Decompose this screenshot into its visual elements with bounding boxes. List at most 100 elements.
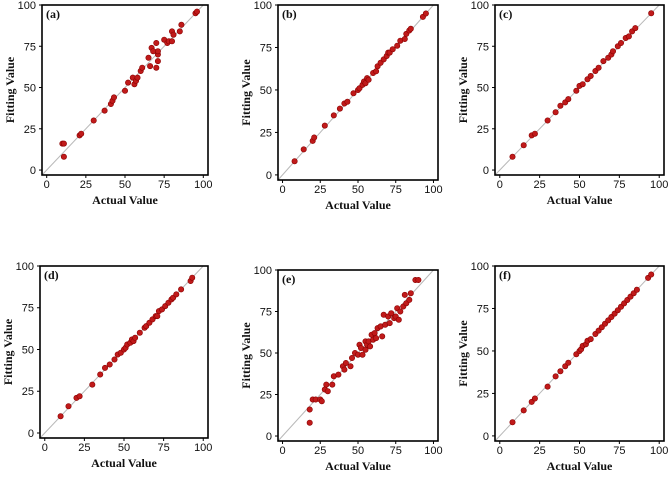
x-tick-label: 0 [497,179,503,191]
panel-label: (e) [282,272,295,286]
data-point [97,371,104,378]
data-point [60,153,67,160]
y-tick-label: 50 [260,85,272,97]
x-tick-label: 25 [314,184,326,196]
data-point [573,87,580,94]
x-tick-label: 100 [650,445,668,457]
x-tick-label: 0 [279,184,285,196]
data-point [329,381,336,388]
y-tick-label: 75 [260,42,272,54]
data-point [57,413,64,420]
y-tick-label: 0 [266,170,272,182]
x-tick-label: 100 [194,442,212,454]
y-tick-label: 50 [24,83,36,95]
y-tick-label: 25 [260,127,272,139]
data-point [189,274,196,281]
panel-label: (b) [282,7,297,21]
y-tick-label: 25 [22,386,34,398]
data-point [648,10,655,17]
x-tick-label: 50 [352,445,364,457]
panel-a: 0 25 50 75 100 0 25 50 75 100 Actual Value Fitting … [3,0,212,207]
data-point [111,94,118,101]
x-tick-label: 0 [497,445,503,457]
data-point [362,346,369,353]
x-tick-label: 25 [80,179,92,191]
data-point [330,112,337,119]
y-tick-label: 100 [254,0,272,12]
data-point [335,371,342,378]
data-point [531,395,538,402]
data-point [65,403,72,410]
x-tick-label: 100 [424,445,442,457]
data-point [617,39,624,46]
panel-f: 0 25 50 75 100 0 25 50 75 100 Actual Value Fitting … [456,261,668,473]
data-point [531,130,538,137]
data-point [373,68,380,75]
x-tick-label: 0 [42,442,48,454]
y-tick-label: 0 [266,431,272,443]
data-point [169,38,176,45]
data-point [544,383,551,390]
y-tick-label: 100 [16,261,34,273]
panel-b: 0 25 50 75 100 0 25 50 75 100 Actual Value Fitting … [239,0,443,212]
data-point [300,146,307,153]
data-point [401,35,408,42]
data-point [344,98,351,105]
data-point [367,343,374,350]
data-point [587,73,594,80]
y-tick-label: 50 [22,344,34,356]
x-tick-label: 75 [390,184,402,196]
data-point [406,296,413,303]
x-tick-label: 50 [118,442,130,454]
y-axis-title: Fitting Value [1,318,15,385]
x-tick-label: 75 [158,179,170,191]
data-point [371,330,378,337]
y-tick-label: 0 [30,165,36,177]
x-tick-label: 50 [573,445,585,457]
x-tick-label: 75 [613,179,625,191]
data-point [552,109,559,116]
y-tick-label: 25 [477,388,489,400]
data-point [139,64,146,71]
y-tick-label: 50 [260,348,272,360]
data-point [394,42,401,49]
x-tick-label: 50 [352,184,364,196]
data-point [587,336,594,343]
data-point [609,48,616,55]
y-tick-label: 100 [18,0,36,12]
data-point [136,329,143,336]
y-tick-label: 0 [483,431,489,443]
data-point [176,28,183,35]
data-point [306,419,313,426]
data-point [632,25,639,32]
data-point [350,90,357,97]
data-point [422,10,429,17]
data-point [323,381,330,388]
panel-label: (a) [46,7,60,21]
data-point [311,134,318,141]
data-point [147,63,154,70]
y-tick-label: 25 [24,124,36,136]
data-point [291,158,298,165]
data-point [89,381,96,388]
data-point [342,359,349,366]
data-point [306,406,313,413]
data-point [348,354,355,361]
data-point [90,117,97,124]
panel-e: 0 25 50 75 100 0 25 50 75 100 Actual Value Fitting … [239,265,443,473]
data-point [388,310,395,317]
y-tick-label: 75 [260,307,272,319]
data-point [60,140,67,147]
x-axis-title: Actual Value [547,459,613,473]
data-point [134,74,141,81]
data-point [153,39,160,46]
data-point [415,276,422,283]
x-tick-label: 100 [650,179,668,191]
y-tick-label: 50 [477,83,489,95]
panel-label: (c) [499,7,512,21]
data-point [648,271,655,278]
data-point [154,48,161,55]
panel-label: (f) [499,268,511,282]
y-tick-label: 100 [254,265,272,277]
y-axis-title: Fitting Value [456,56,470,123]
